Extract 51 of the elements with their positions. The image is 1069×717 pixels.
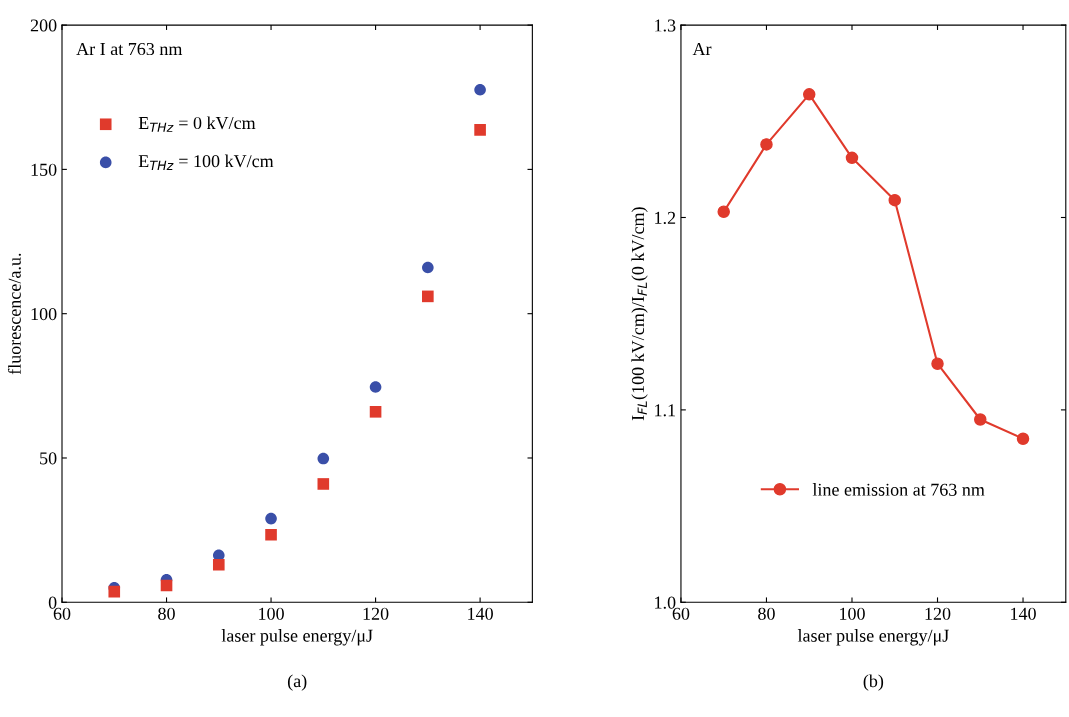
x-axis-title: laser pulse energy/μJ xyxy=(221,629,373,646)
x-tick-label: 120 xyxy=(925,607,951,620)
legend-label: E$_{THz}$ = 100 kV/cm xyxy=(138,154,274,171)
legend-label: line emission at 763 nm xyxy=(812,483,985,496)
point xyxy=(317,478,330,490)
x-tick-label: 100 xyxy=(840,607,865,620)
text: (b) xyxy=(863,674,884,691)
x-tick-label: 60 xyxy=(53,607,71,620)
x-tick-label: 140 xyxy=(1011,607,1036,620)
y-tick-label: 50 xyxy=(40,452,57,465)
annotation: Ar I at 763 nm xyxy=(76,42,183,56)
x-tick-label: 60 xyxy=(672,607,690,620)
point xyxy=(265,528,277,541)
y-tick-label: 1.3 xyxy=(655,19,676,32)
point xyxy=(845,151,859,165)
annotation: Ar xyxy=(692,43,712,55)
legend-label: E$_{THz}$ = 0 kV/cm xyxy=(138,116,256,132)
x-tick-label: 80 xyxy=(758,607,775,620)
y-tick-label: 0 xyxy=(48,596,57,609)
y-axis-title: I$_{FL}$(100 kV/cm)/I$_{FL}$(0 kV/cm) xyxy=(631,207,648,421)
point xyxy=(888,193,902,207)
point xyxy=(317,452,330,465)
point xyxy=(422,261,434,274)
y-tick-label: 150 xyxy=(31,163,57,176)
point xyxy=(212,558,225,571)
y-axis-title: fluorescence/a.u. xyxy=(7,253,21,375)
x-tick-label: 120 xyxy=(363,607,389,620)
x-tick-label: 140 xyxy=(468,607,493,620)
point xyxy=(802,88,816,101)
y-tick-label: 100 xyxy=(31,307,57,321)
point xyxy=(474,124,486,136)
text: (a) xyxy=(287,674,307,691)
point xyxy=(931,357,944,370)
point xyxy=(265,512,277,525)
point xyxy=(974,413,987,426)
point xyxy=(717,205,730,218)
point xyxy=(760,138,773,151)
point xyxy=(1016,432,1030,445)
y-tick-label: 1.2 xyxy=(655,211,676,225)
y-tick-label: 1.0 xyxy=(655,596,676,609)
point xyxy=(108,585,121,598)
point xyxy=(369,406,382,418)
x-tick-label: 100 xyxy=(259,607,284,620)
point xyxy=(369,381,382,393)
point xyxy=(422,290,434,303)
x-axis-title: laser pulse energy/μJ xyxy=(797,629,949,646)
point xyxy=(474,83,486,96)
x-tick-label: 80 xyxy=(158,607,175,620)
point xyxy=(160,579,173,592)
y-tick-label: 200 xyxy=(30,19,57,32)
y-tick-label: 1.1 xyxy=(655,404,676,417)
